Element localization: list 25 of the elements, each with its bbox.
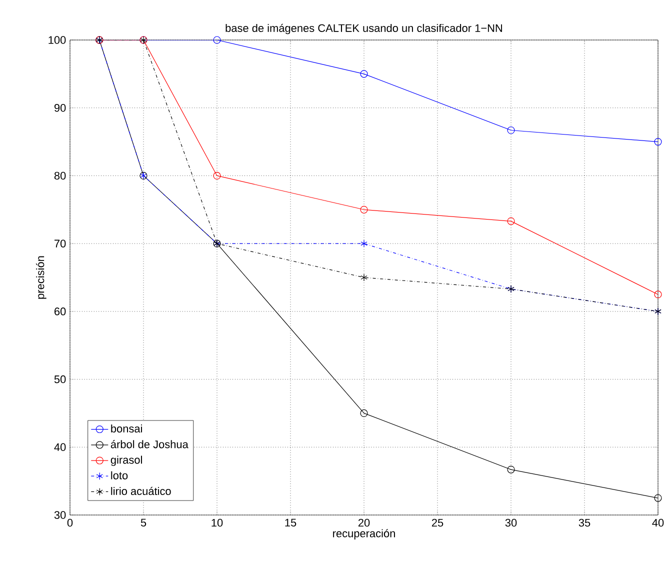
legend-label: árbol de Joshua xyxy=(110,440,188,448)
x-tick-label: 40 xyxy=(652,518,664,527)
x-tick-label: 25 xyxy=(432,518,444,527)
x-axis-title: recuperación xyxy=(333,529,395,540)
x-tick-label: 5 xyxy=(140,518,146,526)
x-tick-label: 15 xyxy=(285,518,296,526)
x-tick-label: 20 xyxy=(358,518,370,527)
y-tick-label: 80 xyxy=(54,172,66,180)
legend-label: loto xyxy=(111,471,128,480)
x-tick-label: 0 xyxy=(67,518,73,527)
chart-title: base de imágenes CALTEK usando un clasificador 1−NN xyxy=(226,24,502,34)
y-axis-title: precisión xyxy=(36,256,46,299)
y-tick-label: 60 xyxy=(54,308,66,316)
x-tick-label: 10 xyxy=(212,518,223,527)
legend-label: bonsai xyxy=(111,424,142,433)
y-tick-label: 70 xyxy=(54,240,66,248)
x-tick-label: 35 xyxy=(578,518,590,527)
y-tick-label: 50 xyxy=(54,375,66,384)
y-tick-label: 30 xyxy=(54,511,66,519)
legend-label: lirio acuático xyxy=(111,486,171,496)
y-tick-label: 40 xyxy=(54,443,66,452)
x-tick-label: 30 xyxy=(505,518,517,527)
y-tick-label: 100 xyxy=(48,36,66,44)
y-tick-label: 90 xyxy=(54,104,66,112)
legend-label: girasol xyxy=(110,456,142,466)
